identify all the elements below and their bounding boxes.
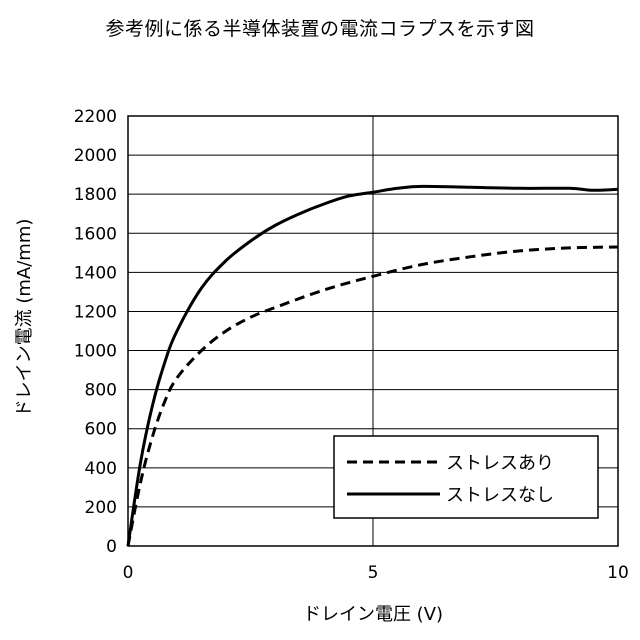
x-tick-labels: 0 5 10 — [123, 563, 629, 583]
x-tick-label: 5 — [368, 563, 379, 583]
y-tick-label: 200 — [85, 498, 117, 518]
legend-label-unstressed: ストレスなし — [446, 485, 554, 506]
y-tick-label: 800 — [85, 381, 117, 401]
y-tick-label: 1400 — [74, 263, 117, 283]
y-tick-label: 1200 — [74, 302, 117, 322]
y-tick-label: 1000 — [74, 342, 117, 362]
y-tick-label: 1800 — [74, 185, 117, 205]
y-tick-labels: 0 200 400 600 800 1000 1200 1400 1600 1800 2000 220… — [74, 107, 117, 557]
y-tick-label: 400 — [85, 459, 117, 479]
y-tick-label: 0 — [106, 537, 117, 557]
y-tick-label: 600 — [85, 420, 117, 440]
x-tick-label: 0 — [123, 563, 134, 583]
legend: ストレスあり ストレスなし — [334, 436, 598, 518]
x-tick-label: 10 — [607, 563, 629, 583]
y-axis-label: ドレイン電流 (mA/mm) — [14, 219, 35, 418]
y-tick-label: 1600 — [74, 224, 117, 244]
legend-label-stressed: ストレスあり — [446, 453, 554, 474]
y-tick-label: 2000 — [74, 146, 117, 166]
y-tick-label: 2200 — [74, 107, 117, 127]
x-axis-label: ドレイン電圧 (V) — [303, 604, 443, 625]
